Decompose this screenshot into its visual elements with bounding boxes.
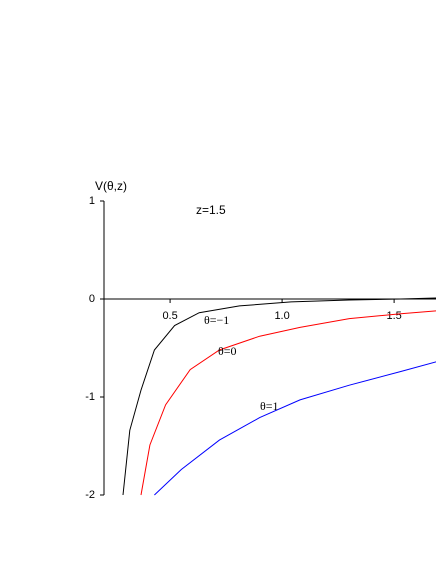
annotation: z=1.5 — [196, 203, 226, 217]
x-tick-label: 0.5 — [162, 310, 177, 322]
curve-label: θ=0 — [218, 344, 237, 358]
curve — [122, 297, 436, 496]
x-tick-label: 1.5 — [386, 310, 401, 322]
y-tick-label: 0 — [89, 293, 95, 305]
curve — [140, 310, 436, 496]
y-tick-label: -1 — [85, 391, 95, 403]
y-tick-label: -2 — [85, 489, 95, 501]
curve-label: θ=−1 — [204, 313, 229, 327]
y-tick-label: 1 — [89, 195, 95, 207]
y-axis-label: V(θ,z) — [95, 179, 127, 193]
curve — [154, 361, 436, 496]
x-tick-label: 1.0 — [274, 310, 289, 322]
curve-label: θ=1 — [260, 399, 279, 413]
